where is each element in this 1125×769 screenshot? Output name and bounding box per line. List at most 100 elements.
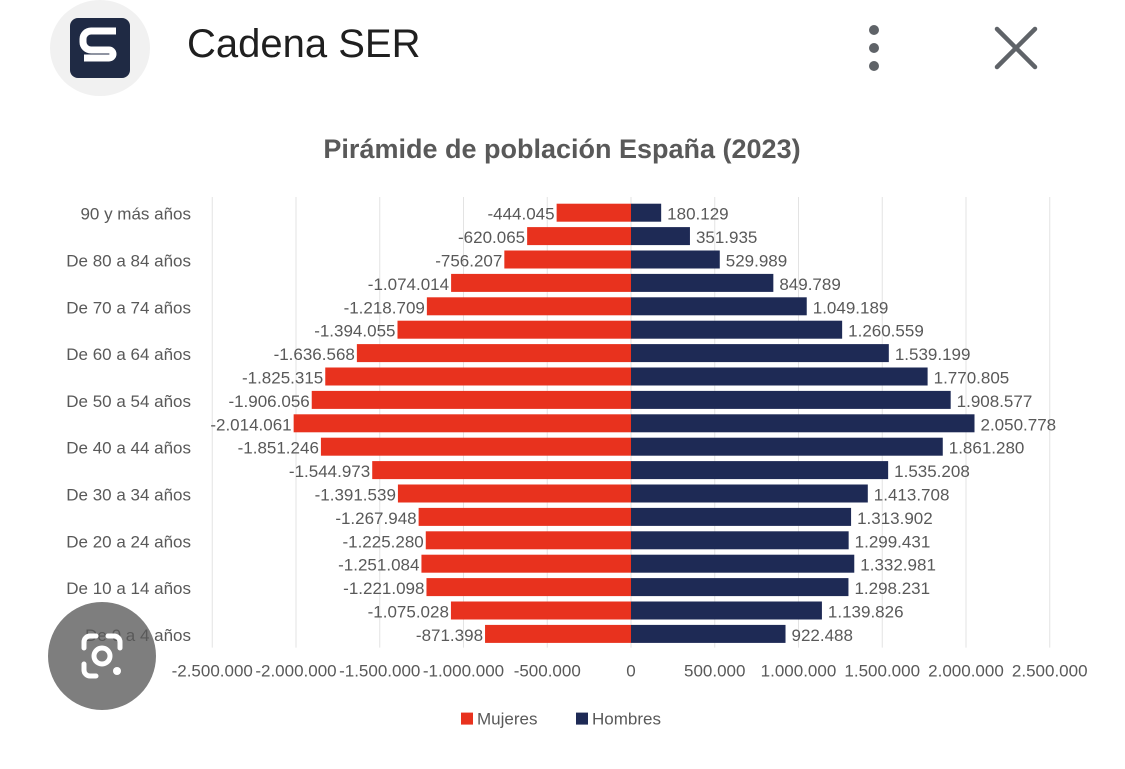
value-label-mujeres: -1.218.709 [344,298,425,317]
bar-hombres [631,367,928,386]
value-label-hombres: 1.413.708 [874,486,950,505]
bar-mujeres [293,414,631,433]
category-label: De 60 a 64 años [66,345,191,364]
legend-swatch-hombres [576,712,588,725]
bar-hombres [631,578,849,597]
bar-mujeres [397,484,631,503]
bar-hombres [631,414,975,433]
legend-label-mujeres: Mujeres [477,710,537,729]
value-label-mujeres: -444.045 [487,205,554,224]
x-tick-label: 2.500.000 [1012,662,1088,681]
x-tick-label: -2.500.000 [172,662,253,681]
value-label-hombres: 1.770.805 [934,369,1010,388]
value-label-mujeres: -1.825.315 [242,369,323,388]
category-label: De 50 a 54 años [66,392,191,411]
more-vertical-icon [869,25,879,71]
close-icon [994,26,1038,70]
value-labels: -444.045 180.129 -620.065 351.935 -756.207 52… [210,205,1056,645]
more-options-button[interactable] [854,20,894,76]
bar-mujeres [421,554,631,573]
visual-search-button[interactable] [48,602,156,710]
bar-mujeres [311,390,631,409]
bar-mujeres [425,531,631,550]
value-label-hombres: 351.935 [696,228,757,247]
value-label-hombres: 529.989 [726,252,787,271]
bar-mujeres [356,344,631,363]
value-label-hombres: 1.299.431 [855,532,931,551]
value-label-mujeres: -1.075.028 [368,603,449,622]
value-label-mujeres: -2.014.061 [210,415,291,434]
bar-mujeres [372,461,631,480]
value-label-hombres: 1.908.577 [957,392,1033,411]
category-labels: 90 y más años De 80 a 84 años De 70 a 74 a… [66,205,191,645]
bar-hombres [631,297,807,316]
value-label-mujeres: -1.851.246 [238,439,319,458]
bar-hombres [631,624,786,643]
value-label-hombres: 1.332.981 [860,556,936,575]
value-label-hombres: 1.861.280 [949,439,1025,458]
visual-search-icon [81,633,123,679]
value-label-mujeres: -1.906.056 [228,392,309,411]
bar-mujeres [527,227,631,246]
value-label-mujeres: -1.391.539 [315,486,396,505]
cadena-ser-logo-icon [70,18,130,78]
logo-container[interactable] [50,0,150,96]
population-pyramid-chart: Pirámide de población España (2023) 90 y… [66,134,1088,729]
value-label-hombres: 2.050.778 [981,415,1057,434]
bar-hombres [631,437,943,456]
close-button[interactable] [990,22,1042,74]
bars [293,203,975,643]
bar-hombres [631,507,852,526]
value-label-hombres: 1.313.902 [857,509,933,528]
value-label-hombres: 1.298.231 [854,579,930,598]
value-label-mujeres: -1.544.973 [289,462,370,481]
value-label-mujeres: -1.074.014 [368,275,449,294]
category-label: De 80 a 84 años [66,252,191,271]
bar-mujeres [450,601,631,620]
value-label-hombres: 922.488 [792,626,853,645]
bar-hombres [631,601,822,620]
category-label: De 20 a 24 años [66,532,191,551]
value-label-mujeres: -1.394.055 [314,322,395,341]
category-label: De 10 a 14 años [66,579,191,598]
value-label-hombres: 1.260.559 [848,322,924,341]
x-tick-label: -2.000.000 [255,662,336,681]
bar-hombres [631,390,951,409]
bar-hombres [631,554,855,573]
category-label: 90 y más años [80,205,191,224]
app-title: Cadena SER [187,22,421,66]
category-label: De 30 a 34 años [66,486,191,505]
bar-mujeres [556,203,631,222]
value-label-mujeres: -1.636.568 [274,345,355,364]
value-label-mujeres: -1.221.098 [343,579,424,598]
x-tick-label: -1.000.000 [423,662,504,681]
bar-hombres [631,344,889,363]
bar-mujeres [426,578,631,597]
value-label-mujeres: -756.207 [435,252,502,271]
value-label-hombres: 1.049.189 [813,298,889,317]
value-label-mujeres: -871.398 [416,626,483,645]
value-label-hombres: 1.539.199 [895,345,971,364]
bar-hombres [631,273,774,292]
value-label-hombres: 180.129 [667,205,728,224]
value-label-mujeres: -1.267.948 [335,509,416,528]
bar-mujeres [504,250,631,269]
bar-hombres [631,484,868,503]
value-label-mujeres: -1.225.280 [342,532,423,551]
value-label-mujeres: -620.065 [458,228,525,247]
value-label-mujeres: -1.251.084 [338,556,419,575]
bar-mujeres [485,624,631,643]
app-header: Cadena SER [0,0,1125,100]
value-label-hombres: 849.789 [779,275,840,294]
bar-mujeres [426,297,631,316]
category-label: De 40 a 44 años [66,439,191,458]
legend: Mujeres Hombres [461,710,661,729]
legend-swatch-mujeres [461,712,473,725]
value-label-hombres: 1.535.208 [894,462,970,481]
bar-hombres [631,531,849,550]
bar-mujeres [320,437,631,456]
x-tick-label: 1.500.000 [844,662,920,681]
bar-mujeres [397,320,631,339]
bar-mujeres [418,507,631,526]
value-label-hombres: 1.139.826 [828,603,904,622]
